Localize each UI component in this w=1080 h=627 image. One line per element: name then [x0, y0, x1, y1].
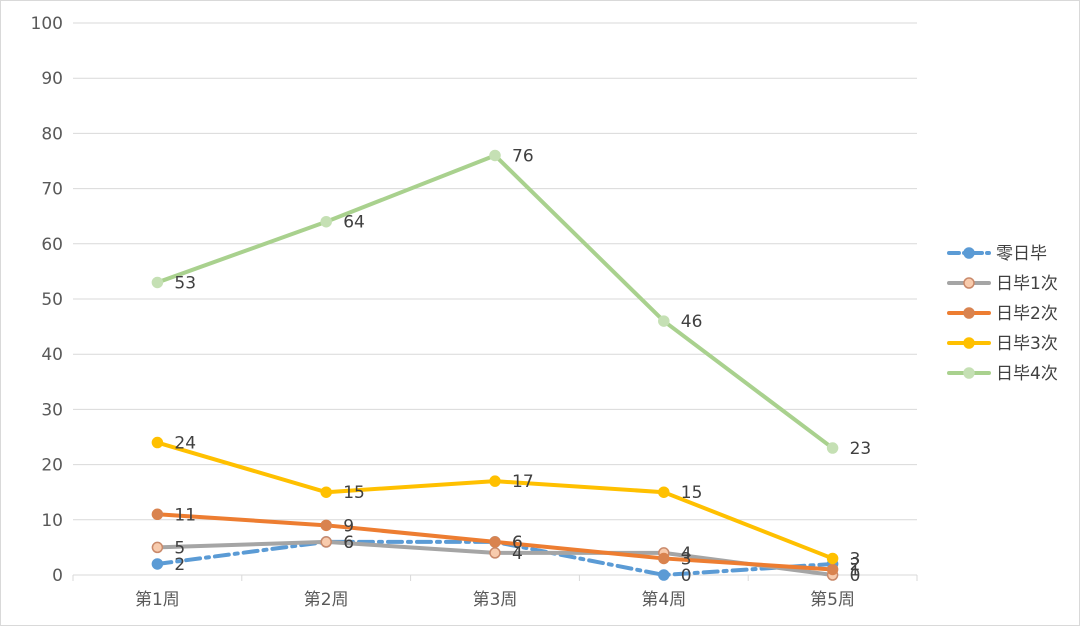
x-tick-label: 第3周: [473, 590, 518, 610]
y-tick-label: 30: [41, 400, 63, 420]
legend-label: 零日毕: [996, 244, 1047, 264]
data-point: [489, 547, 501, 559]
y-tick-label: 100: [31, 14, 63, 34]
data-label: 0: [850, 566, 861, 586]
data-point: [658, 315, 670, 327]
y-tick-label: 0: [52, 566, 63, 586]
data-point: [489, 475, 501, 487]
data-point: [826, 442, 839, 454]
y-gridlines: [73, 22, 917, 521]
data-label: 2: [850, 555, 861, 575]
legend-marker: [963, 247, 975, 259]
data-point: [151, 508, 164, 521]
data-label: 64: [343, 213, 365, 233]
data-label: 9: [343, 516, 354, 536]
y-tick-label: 70: [41, 180, 63, 200]
data-label: 17: [512, 472, 534, 492]
x-tick-label: 第4周: [641, 590, 686, 610]
legend-label: 日毕4次: [996, 364, 1058, 384]
data-point: [151, 558, 164, 570]
data-label: 3: [850, 549, 861, 569]
data-label: 11: [174, 505, 196, 525]
legend-item: 日毕2次: [947, 304, 1058, 324]
data-point: [320, 519, 332, 532]
data-point: [151, 541, 164, 554]
data-label: 76: [512, 146, 534, 166]
series-4: 24 15 17 15 3: [151, 434, 861, 569]
y-tick-label: 60: [41, 235, 63, 255]
legend-item: 日毕3次: [947, 334, 1058, 354]
series-line: [155, 153, 835, 451]
data-point: [658, 486, 670, 498]
data-label: 2: [174, 555, 185, 575]
data-label: 24: [174, 434, 196, 454]
y-tick-label: 20: [41, 456, 63, 476]
data-point: [489, 536, 501, 548]
data-label: 5: [174, 538, 185, 558]
data-point: [320, 536, 332, 548]
legend-label: 日毕1次: [996, 274, 1058, 294]
data-point: [320, 215, 332, 228]
x-tick-label: 第1周: [135, 590, 180, 610]
x-tick-label: 第5周: [810, 590, 855, 610]
data-label: 1: [850, 560, 861, 580]
y-tick-label: 40: [41, 345, 63, 365]
x-axis-tick-marks: [72, 575, 918, 581]
data-point: [151, 276, 164, 289]
y-tick-label: 90: [41, 69, 63, 89]
legend-item: 零日毕: [947, 244, 1047, 264]
data-label: 4: [512, 544, 523, 564]
data-point: [320, 486, 332, 498]
data-point: [151, 436, 164, 449]
data-label: 6: [512, 533, 523, 553]
y-tick-label: 50: [41, 290, 63, 310]
data-label: 46: [681, 312, 703, 332]
legend-marker: [963, 277, 975, 289]
data-point: [489, 149, 501, 162]
legend-label: 日毕3次: [996, 334, 1058, 354]
data-label: 15: [681, 483, 703, 503]
data-label: 3: [681, 549, 692, 569]
series-1: 26 602: [151, 533, 861, 586]
legend-item: 日毕4次: [947, 364, 1058, 384]
legend-marker: [963, 307, 975, 319]
legend-label: 日毕2次: [996, 304, 1058, 324]
legend-marker: [963, 367, 975, 379]
legend-marker: [963, 337, 975, 349]
data-point: [658, 569, 670, 581]
y-axis-tick-labels: 0 10 20 30 40 50 60 70 80 90 100: [31, 14, 63, 586]
data-label: 4: [681, 544, 692, 564]
x-tick-label: 第2周: [304, 590, 349, 610]
data-label: 53: [174, 273, 196, 293]
data-point: [658, 552, 670, 565]
data-label: 0: [681, 566, 692, 586]
legend-item: 日毕1次: [947, 274, 1058, 294]
y-tick-label: 80: [41, 124, 63, 144]
data-label: 23: [850, 439, 872, 459]
x-axis-tick-labels: 第1周 第2周 第3周 第4周 第5周: [135, 590, 855, 610]
data-point: [826, 552, 839, 565]
data-label: 15: [343, 483, 365, 503]
series-2: 5 64 40: [151, 533, 861, 586]
data-label: 6: [343, 533, 354, 553]
y-tick-label: 10: [41, 511, 63, 531]
series-5: 53 64 76 46 23: [151, 146, 872, 459]
data-point: [826, 563, 839, 576]
